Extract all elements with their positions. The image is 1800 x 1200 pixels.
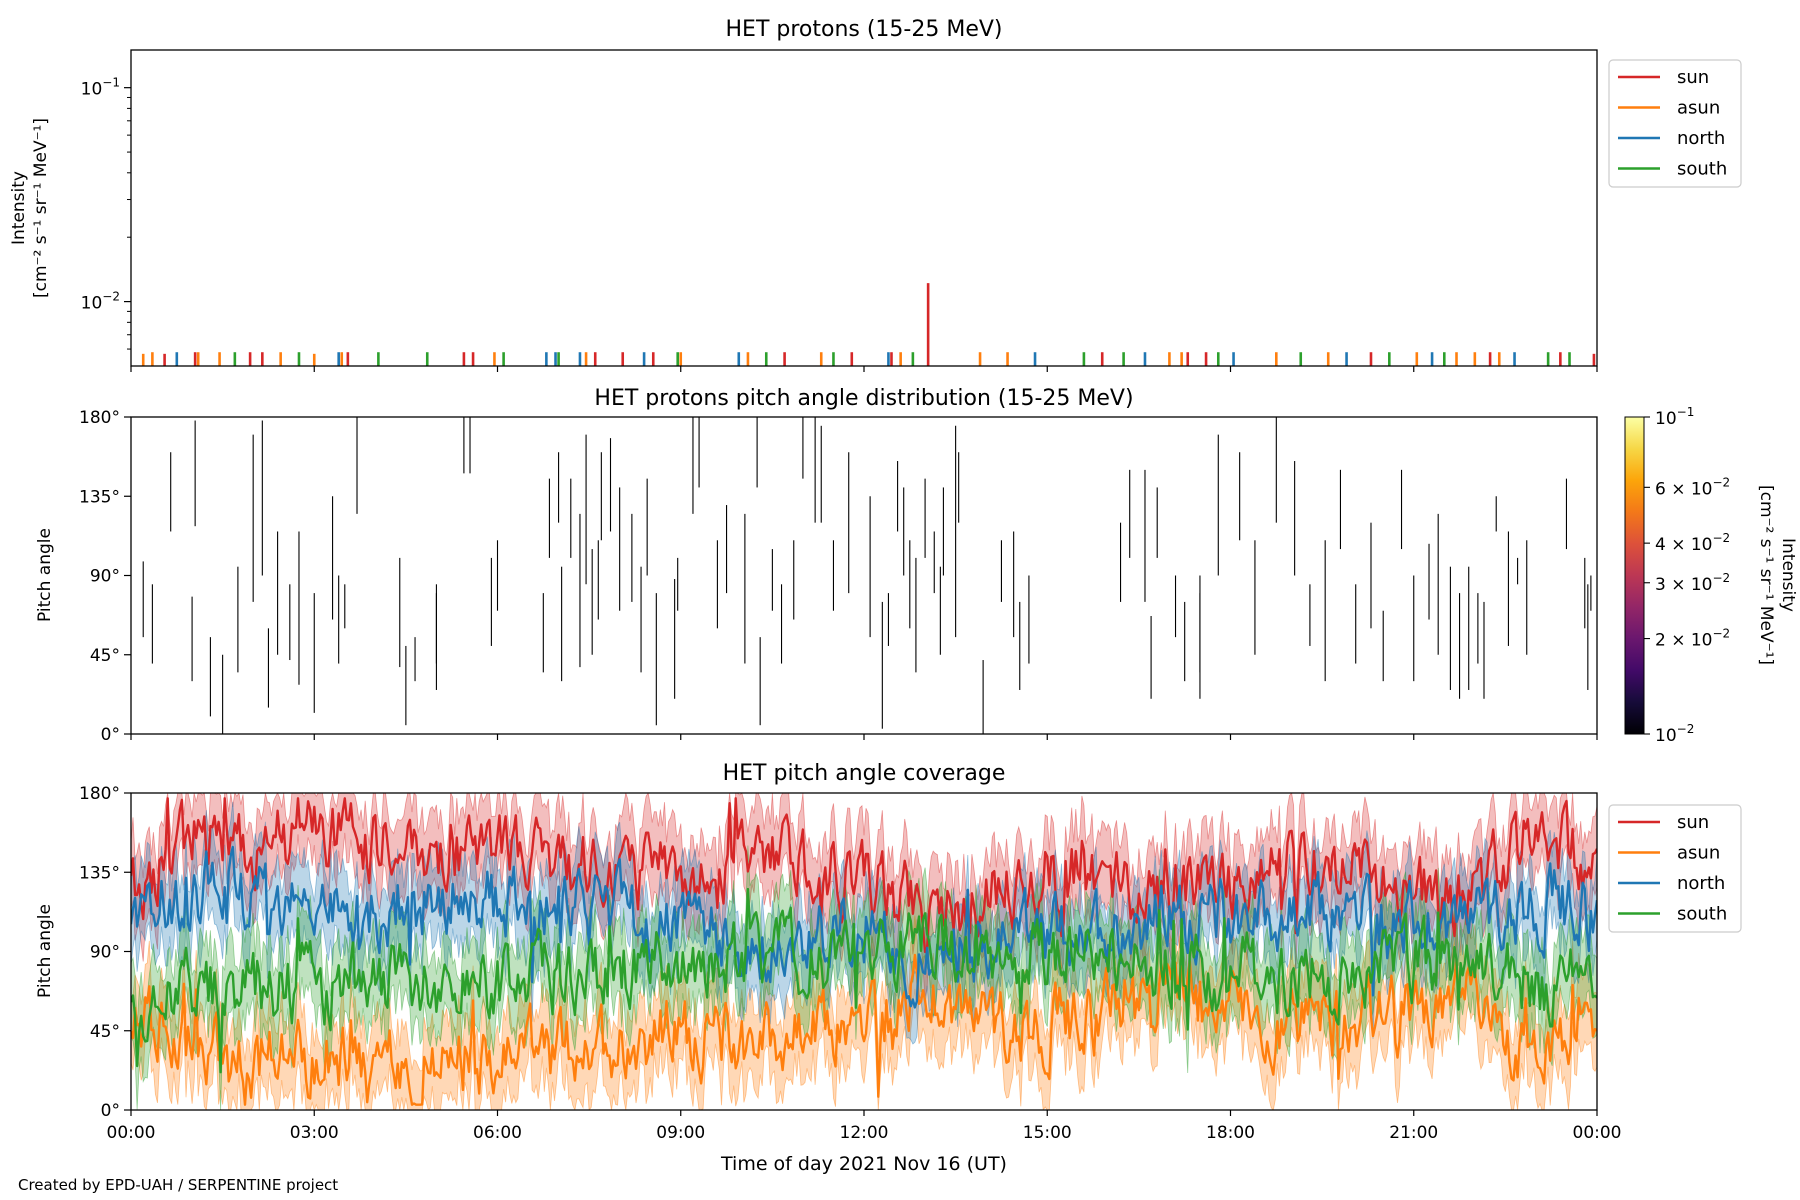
y-tick-label: 45°: [90, 1022, 120, 1042]
legend-label-asun: asun: [1677, 843, 1720, 864]
panel1-ylabel: Intensity [cm⁻² s⁻¹ sr⁻¹ MeV⁻¹]: [9, 118, 51, 298]
panel3-title: HET pitch angle coverage: [723, 761, 1006, 786]
panel-intensity: HET protons (15-25 MeV) Intensity [cm⁻² …: [9, 17, 1742, 372]
colorbar-label-line1: Intensity: [1778, 538, 1798, 612]
band-south: [131, 845, 1597, 1110]
y-tick-label: 45°: [90, 646, 120, 666]
y-tick-label: 0°: [101, 1101, 120, 1121]
colorbar-tick-label: 3 × 10−2: [1655, 571, 1730, 595]
x-tick-label: 18:00: [1206, 1123, 1255, 1143]
y-tick-label: 90°: [90, 943, 120, 963]
panel3-legend: sun asun north south: [1608, 804, 1742, 933]
panel1-ylabel-line2: [cm⁻² s⁻¹ sr⁻¹ MeV⁻¹]: [31, 118, 51, 298]
panel1-yticks: 10−1 10−2: [81, 76, 131, 350]
legend-label-north: north: [1677, 873, 1725, 894]
y-tick-label: 90°: [90, 567, 120, 587]
colorbar-ticks: 10−1 6 × 10−2 4 × 10−2 3 × 10−2 2 × 10−2 10−2: [1644, 405, 1730, 746]
colorbar-label-line2: [cm⁻² s⁻¹ sr⁻¹ MeV⁻¹]: [1756, 485, 1776, 665]
panel1-legend: sun asun north south: [1608, 59, 1742, 188]
panel2-title: HET protons pitch angle distribution (15…: [594, 386, 1133, 411]
x-tick-label: 00:00: [1573, 1123, 1622, 1143]
x-tick-label: 09:00: [656, 1123, 705, 1143]
legend-label-asun: asun: [1677, 98, 1720, 119]
y-tick-label: 180°: [79, 408, 120, 428]
band-asun: [131, 915, 1597, 1110]
panel1-frame: [130, 49, 1598, 367]
colorbar: 10−1 6 × 10−2 4 × 10−2 3 × 10−2 2 × 10−2 10−2…: [1624, 405, 1798, 746]
legend-label-sun: sun: [1677, 67, 1709, 88]
x-tick-label: 15:00: [1023, 1123, 1072, 1143]
x-tick-label: 06:00: [473, 1123, 522, 1143]
legend-label-sun: sun: [1677, 812, 1709, 833]
legend-label-south: south: [1677, 159, 1727, 180]
y-tick-label: 10−2: [81, 290, 120, 314]
colorbar-tick-label: 4 × 10−2: [1655, 531, 1730, 555]
x-tick-label: 12:00: [840, 1123, 889, 1143]
panel2-xticks: [130, 734, 1598, 740]
panel3-xticks: 00:00 03:00 06:00 09:00 12:00 15:00 18:00 21:00…: [107, 1110, 1622, 1143]
panel3-series: [131, 793, 1597, 1110]
panel3-yticks: 0° 45° 90° 135° 180°: [79, 784, 131, 1121]
panel3-ylabel: Pitch angle: [35, 904, 55, 998]
panel1-series: [141, 283, 1596, 366]
colorbar-label: Intensity [cm⁻² s⁻¹ sr⁻¹ MeV⁻¹]: [1756, 485, 1798, 665]
legend-label-south: south: [1677, 904, 1727, 925]
legend3-box: [1608, 804, 1742, 933]
panel2-frame: [130, 416, 1598, 735]
footer-credit: Created by EPD-UAH / SERPENTINE project: [18, 1176, 339, 1194]
y-tick-label: 0°: [101, 725, 120, 745]
band-north: [131, 801, 1597, 1045]
y-tick-label: 135°: [79, 863, 120, 883]
y-tick-label: 135°: [79, 487, 120, 507]
line-north: [131, 845, 1597, 1009]
panel1-ylabel-line1: Intensity: [9, 171, 29, 245]
legend1-box: [1608, 59, 1742, 188]
legend-label-north: north: [1677, 128, 1725, 149]
colorbar-tick-label: 10−1: [1655, 405, 1694, 429]
panel-pitch-coverage: HET pitch angle coverage Pitch angle 0° 4…: [35, 761, 1742, 1175]
x-tick-label: 00:00: [107, 1123, 156, 1143]
panel2-yticks: 0° 45° 90° 135° 180°: [79, 408, 131, 745]
colorbar-tick-label: 6 × 10−2: [1655, 475, 1730, 499]
panel2-segments: [142, 417, 1597, 734]
panel1-xticks: [130, 366, 1598, 372]
line-sun: [131, 797, 1597, 954]
y-tick-label: 180°: [79, 784, 120, 804]
y-tick-label: 10−1: [81, 76, 120, 100]
colorbar-gradient: [1624, 416, 1645, 735]
x-axis-label: Time of day 2021 Nov 16 (UT): [720, 1153, 1007, 1175]
x-tick-label: 03:00: [290, 1123, 339, 1143]
panel-pitch-distribution: HET protons pitch angle distribution (15…: [35, 386, 1798, 746]
panel1-title: HET protons (15-25 MeV): [726, 17, 1003, 42]
panel2-ylabel: Pitch angle: [35, 528, 55, 622]
line-asun: [131, 953, 1597, 1106]
line-south: [131, 887, 1597, 1074]
x-tick-label: 21:00: [1389, 1123, 1438, 1143]
colorbar-tick-label: 2 × 10−2: [1655, 627, 1730, 651]
colorbar-tick-label: 10−2: [1655, 722, 1694, 746]
